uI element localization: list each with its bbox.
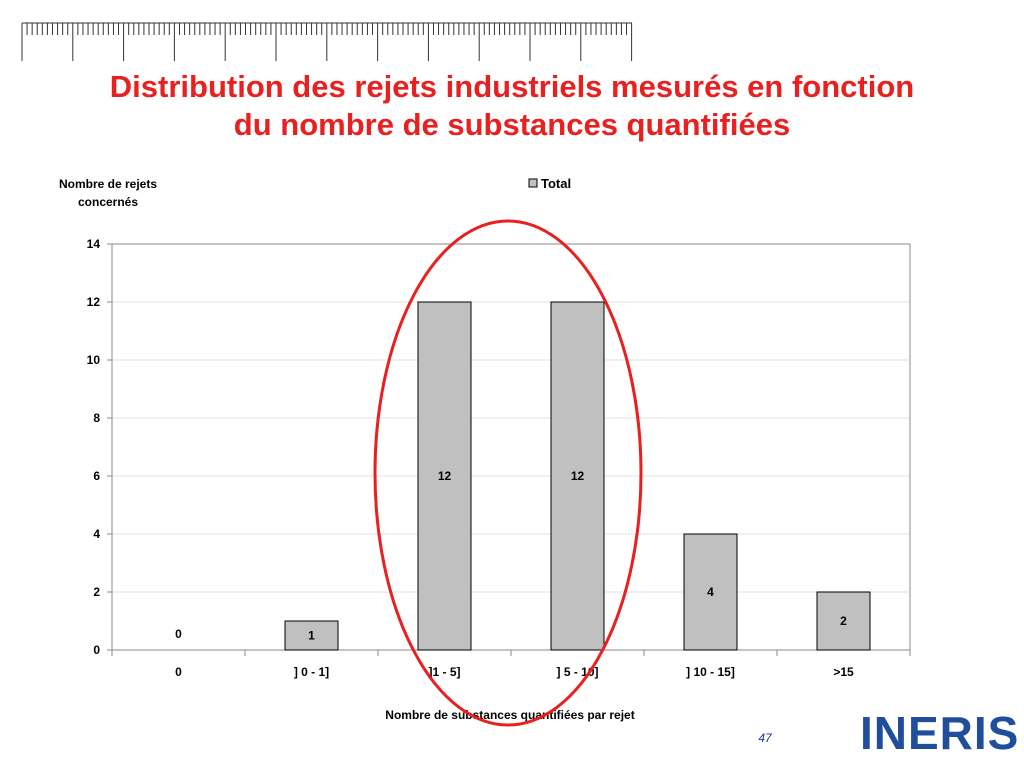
y-tick-label: 2 xyxy=(93,585,100,599)
bar xyxy=(284,620,339,651)
page-number: 47 xyxy=(758,731,772,745)
legend-label: Total xyxy=(541,176,571,191)
bars xyxy=(284,301,871,651)
y-tick-label: 14 xyxy=(87,237,101,251)
data-label: 2 xyxy=(840,614,847,628)
data-label: 12 xyxy=(571,469,585,483)
y-tick-label: 4 xyxy=(93,527,100,541)
y-tick-label: 0 xyxy=(93,643,100,657)
bar xyxy=(550,301,605,651)
slide-title-line2: du nombre de substances quantifiées xyxy=(233,107,791,142)
y-tick-label: 6 xyxy=(93,469,100,483)
slide-title-line1: Distribution des rejets industriels mesu… xyxy=(109,69,915,104)
x-tick-label: ]1 - 5] xyxy=(428,665,460,679)
slide-title: Distribution des rejets industriels mesu… xyxy=(40,68,984,144)
legend-swatch xyxy=(528,178,538,188)
x-tick-label: ] 0 - 1] xyxy=(294,665,329,679)
y-axis-title-line2: concernés xyxy=(78,195,138,209)
axes xyxy=(107,243,911,656)
y-tick-label: 10 xyxy=(87,353,101,367)
data-label: 0 xyxy=(175,627,182,641)
x-axis-title: Nombre de substances quantifiées par rej… xyxy=(385,708,634,722)
x-tick-label: ] 10 - 15] xyxy=(686,665,735,679)
data-label: 1 xyxy=(308,629,315,643)
bar xyxy=(417,301,472,651)
x-tick-label: 0 xyxy=(175,665,182,679)
data-labels: 0 1 12 12 4 2 xyxy=(175,469,847,643)
y-tick-label: 8 xyxy=(93,411,100,425)
data-label: 4 xyxy=(707,585,714,599)
gridlines xyxy=(112,243,910,593)
y-tick-label: 12 xyxy=(87,295,101,309)
highlight-ellipse xyxy=(373,219,643,727)
y-axis-title-line1: Nombre de rejets xyxy=(59,177,157,191)
ineris-logo: INERIS xyxy=(860,707,1020,759)
bar xyxy=(683,533,738,651)
ruler-decoration xyxy=(21,22,633,61)
bar xyxy=(816,591,871,651)
data-label: 12 xyxy=(438,469,452,483)
x-tick-label: >15 xyxy=(833,665,854,679)
